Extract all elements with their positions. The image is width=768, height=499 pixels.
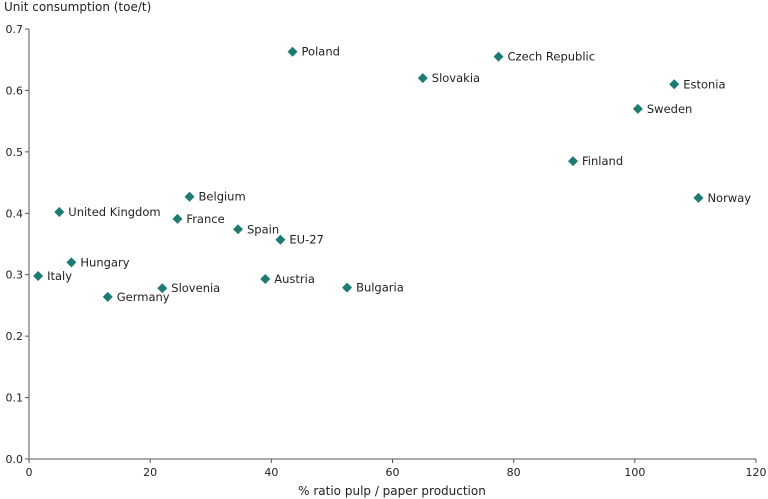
data-point-marker bbox=[493, 51, 504, 62]
data-point-label: Sweden bbox=[647, 102, 692, 116]
data-point-label: Finland bbox=[582, 154, 623, 168]
y-tick-label: 0.1 bbox=[6, 392, 24, 405]
data-point-label: EU-27 bbox=[289, 233, 323, 247]
data-point-marker bbox=[342, 282, 353, 293]
x-tick-label: 20 bbox=[143, 466, 157, 479]
data-point-marker bbox=[172, 213, 183, 224]
data-point-label: Hungary bbox=[80, 255, 129, 269]
data-point-label: Belgium bbox=[199, 190, 246, 204]
data-point-label: Germany bbox=[117, 290, 170, 304]
x-tick-label: 100 bbox=[624, 466, 645, 479]
data-point-label: France bbox=[186, 212, 224, 226]
y-tick-label: 0.5 bbox=[6, 146, 24, 159]
data-point-label: Slovakia bbox=[432, 71, 480, 85]
y-tick-label: 0.7 bbox=[6, 23, 24, 36]
data-point-marker bbox=[275, 234, 286, 245]
data-point-label: Czech Republic bbox=[508, 50, 596, 64]
y-tick-label: 0.4 bbox=[6, 207, 24, 220]
data-point-label: Austria bbox=[274, 272, 315, 286]
data-point-label: Bulgaria bbox=[356, 281, 404, 295]
data-point-label: Italy bbox=[47, 269, 72, 283]
x-tick-label: 0 bbox=[26, 466, 33, 479]
data-point-marker bbox=[157, 283, 168, 294]
data-point-label: United Kingdom bbox=[68, 205, 160, 219]
data-point-marker bbox=[632, 103, 643, 114]
y-tick-label: 0.0 bbox=[6, 453, 24, 466]
data-point-marker bbox=[54, 207, 65, 218]
y-axis-label: Unit consumption (toe/t) bbox=[4, 0, 151, 14]
data-point-label: Spain bbox=[247, 222, 279, 236]
x-tick-label: 40 bbox=[264, 466, 278, 479]
data-point-label: Norway bbox=[707, 191, 751, 205]
data-point-marker bbox=[669, 79, 680, 90]
y-tick-label: 0.2 bbox=[6, 330, 24, 343]
data-point-label: Estonia bbox=[683, 77, 725, 91]
data-points: Poland Czech Republic Slovakia Estonia Swede… bbox=[33, 45, 751, 304]
data-point-marker bbox=[568, 156, 579, 167]
data-point-marker bbox=[33, 270, 44, 281]
data-point-label: Poland bbox=[302, 45, 340, 59]
data-point-marker bbox=[260, 274, 271, 285]
x-tick-label: 60 bbox=[386, 466, 400, 479]
x-axis-label: % ratio pulp / paper production bbox=[298, 484, 486, 498]
data-point-marker bbox=[102, 291, 113, 302]
data-point-marker bbox=[417, 73, 428, 84]
x-tick-label: 120 bbox=[746, 466, 767, 479]
data-point-marker bbox=[184, 191, 195, 202]
data-point-marker bbox=[66, 257, 77, 268]
y-ticks: 0.0 0.1 0.2 0.3 0.4 0.5 0.6 0.7 bbox=[6, 23, 29, 466]
data-point-marker bbox=[233, 224, 244, 235]
data-point-marker bbox=[287, 46, 298, 57]
data-point-label: Slovenia bbox=[171, 281, 220, 295]
y-tick-label: 0.3 bbox=[6, 269, 24, 282]
x-tick-label: 80 bbox=[507, 466, 521, 479]
x-ticks: 0 20 40 60 80 100 120 bbox=[26, 459, 767, 479]
data-point-marker bbox=[693, 192, 704, 203]
y-tick-label: 0.6 bbox=[6, 84, 24, 97]
